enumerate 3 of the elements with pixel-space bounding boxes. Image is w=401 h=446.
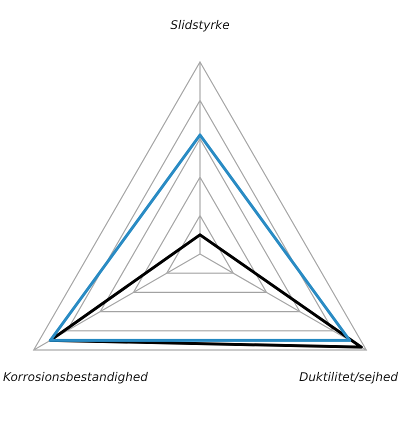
spoke-label: Slidstyrke	[170, 18, 230, 32]
spoke-label: Duktilitet/sejhed	[299, 370, 398, 384]
spoke-label: Korrosionsbestandighed	[3, 370, 148, 384]
